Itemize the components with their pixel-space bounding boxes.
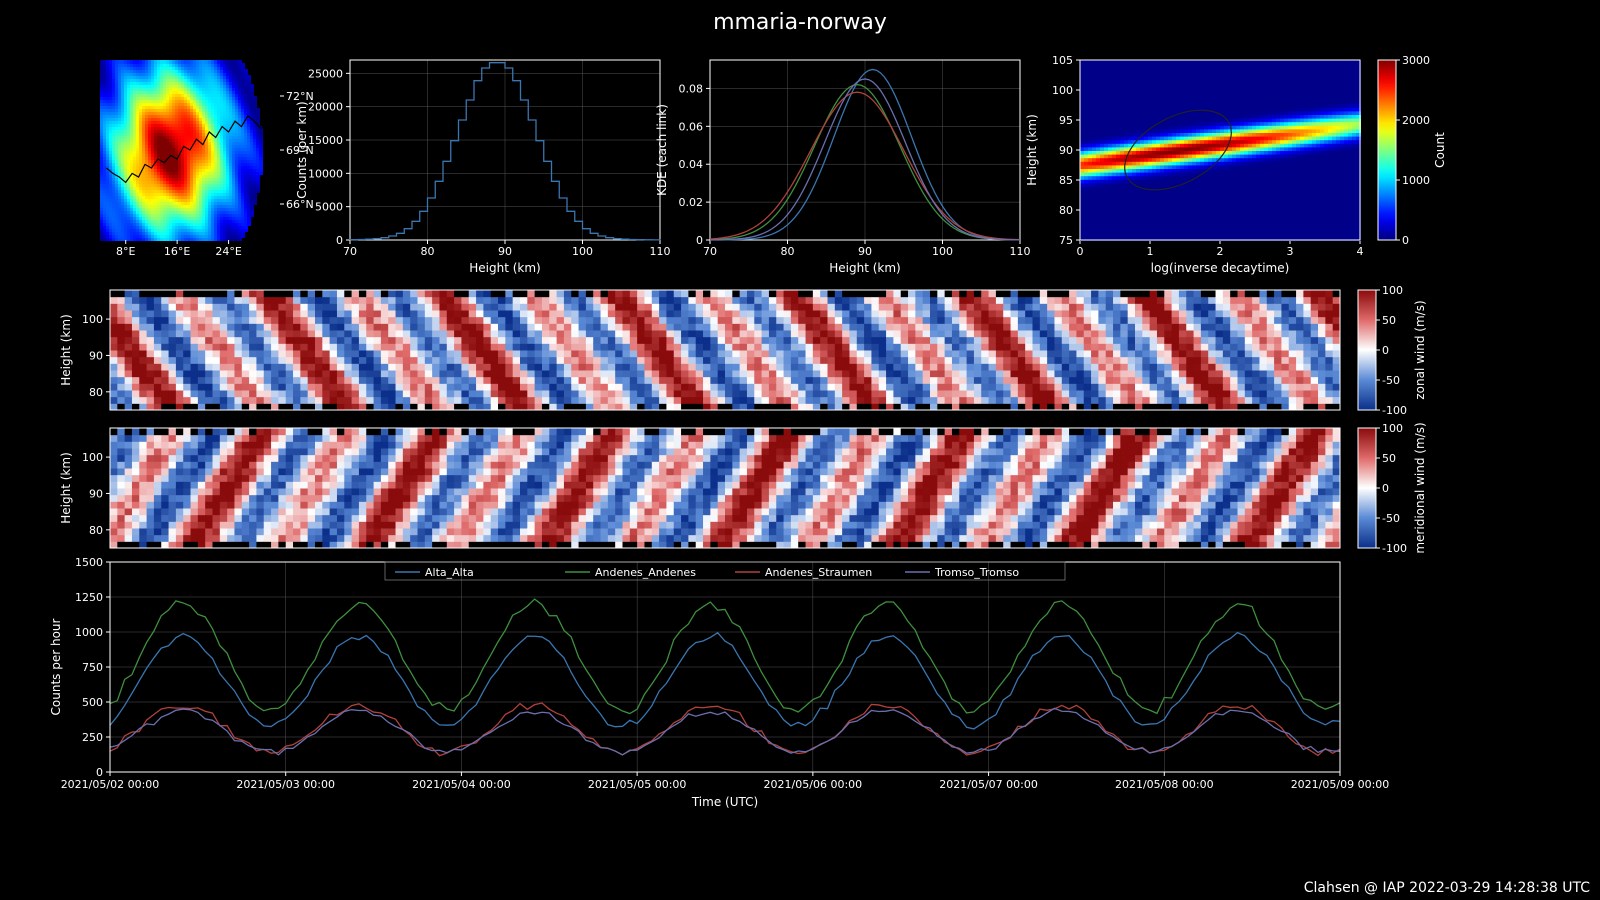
- svg-text:110: 110: [1010, 245, 1031, 258]
- svg-text:100: 100: [932, 245, 953, 258]
- svg-text:90: 90: [498, 245, 512, 258]
- svg-text:Counts (per km): Counts (per km): [295, 101, 309, 198]
- svg-text:Height (km): Height (km): [1025, 114, 1039, 185]
- svg-text:25000: 25000: [308, 67, 343, 80]
- figure-svg: 8°E16°E24°E66°N69°N72°N70809010011005000…: [0, 0, 1600, 900]
- svg-text:90: 90: [1059, 144, 1073, 157]
- svg-text:0.08: 0.08: [679, 82, 704, 95]
- svg-text:80: 80: [781, 245, 795, 258]
- svg-text:95: 95: [1059, 114, 1073, 127]
- svg-text:Height (km): Height (km): [829, 261, 900, 275]
- svg-text:16°E: 16°E: [164, 245, 190, 258]
- svg-text:log(inverse decaytime): log(inverse decaytime): [1151, 261, 1290, 275]
- svg-text:70: 70: [343, 245, 357, 258]
- svg-text:0.04: 0.04: [679, 158, 704, 171]
- svg-text:15000: 15000: [308, 134, 343, 147]
- svg-text:85: 85: [1059, 174, 1073, 187]
- svg-text:80: 80: [421, 245, 435, 258]
- svg-text:KDE (each link): KDE (each link): [655, 104, 669, 196]
- svg-text:80: 80: [1059, 204, 1073, 217]
- svg-text:4: 4: [1357, 245, 1364, 258]
- svg-text:105: 105: [1052, 54, 1073, 67]
- svg-text:10000: 10000: [308, 167, 343, 180]
- svg-text:Height (km): Height (km): [469, 261, 540, 275]
- svg-text:66°N: 66°N: [286, 198, 314, 211]
- svg-text:0.02: 0.02: [679, 196, 704, 209]
- svg-text:70: 70: [703, 245, 717, 258]
- svg-text:20000: 20000: [308, 101, 343, 114]
- svg-text:0: 0: [1077, 245, 1084, 258]
- svg-text:110: 110: [650, 245, 671, 258]
- svg-text:90: 90: [858, 245, 872, 258]
- svg-text:0: 0: [336, 234, 343, 247]
- svg-text:100: 100: [1052, 84, 1073, 97]
- svg-text:100: 100: [572, 245, 593, 258]
- svg-text:1: 1: [1147, 245, 1154, 258]
- svg-text:0: 0: [696, 234, 703, 247]
- svg-text:2: 2: [1217, 245, 1224, 258]
- svg-text:24°E: 24°E: [215, 245, 241, 258]
- svg-text:3: 3: [1287, 245, 1294, 258]
- svg-text:75: 75: [1059, 234, 1073, 247]
- svg-text:5000: 5000: [315, 201, 343, 214]
- svg-text:0.06: 0.06: [679, 120, 704, 133]
- svg-text:8°E: 8°E: [116, 245, 135, 258]
